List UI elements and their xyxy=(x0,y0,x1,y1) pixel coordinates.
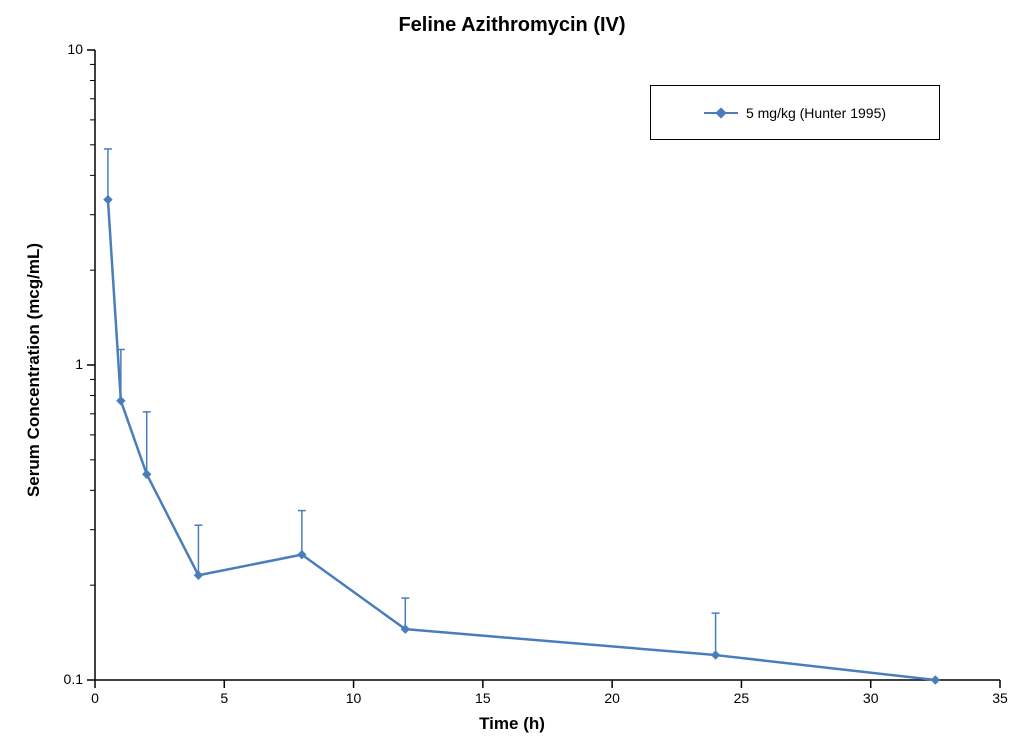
x-tick-label: 25 xyxy=(721,690,761,706)
x-tick-label: 35 xyxy=(980,690,1020,706)
x-tick-label: 0 xyxy=(75,690,115,706)
legend: 5 mg/kg (Hunter 1995) xyxy=(650,85,940,140)
legend-marker-icon xyxy=(715,107,726,118)
x-tick-label: 20 xyxy=(592,690,632,706)
legend-item: 5 mg/kg (Hunter 1995) xyxy=(704,105,886,121)
x-axis-label: Time (h) xyxy=(0,714,1024,734)
x-tick-label: 15 xyxy=(463,690,503,706)
legend-line-icon xyxy=(704,112,738,114)
y-tick-label: 1 xyxy=(75,356,83,372)
x-tick-label: 10 xyxy=(334,690,374,706)
y-tick-label: 0.1 xyxy=(64,671,83,687)
legend-label: 5 mg/kg (Hunter 1995) xyxy=(746,105,886,121)
x-tick-label: 5 xyxy=(204,690,244,706)
chart-container: Feline Azithromycin (IV) Time (h) Serum … xyxy=(0,0,1024,744)
y-tick-label: 10 xyxy=(67,41,83,57)
x-tick-label: 30 xyxy=(851,690,891,706)
y-axis-label: Serum Concentration (mcg/mL) xyxy=(24,220,44,520)
